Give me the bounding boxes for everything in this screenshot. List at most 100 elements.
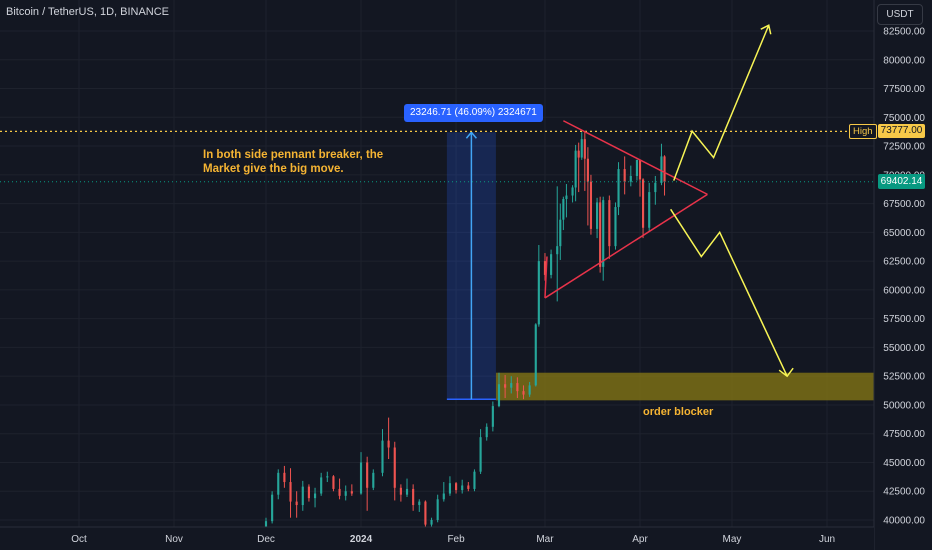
candle-body — [522, 391, 525, 395]
candle-body — [574, 150, 577, 188]
candle-body — [617, 169, 620, 208]
candle-body — [602, 200, 605, 267]
candle — [350, 484, 353, 496]
candle — [583, 131, 586, 191]
y-tick-label: 62500.00 — [883, 257, 925, 268]
y-tick-label: 82500.00 — [883, 27, 925, 38]
candle — [295, 491, 298, 518]
candle-body — [283, 472, 286, 483]
y-tick-label: 55000.00 — [883, 343, 925, 354]
candle-body — [393, 447, 396, 488]
time-axis-panel — [0, 527, 874, 550]
candle — [491, 401, 494, 432]
candle — [461, 479, 464, 494]
candle — [326, 471, 329, 483]
candle-body — [412, 488, 415, 506]
candlestick-series — [264, 131, 666, 537]
candle-body — [623, 169, 626, 182]
candle — [537, 245, 540, 327]
chart-grid — [0, 0, 874, 527]
candle — [454, 482, 458, 494]
bullish-projection-path — [673, 24, 770, 181]
candle — [528, 381, 531, 397]
candle — [436, 494, 439, 523]
candle — [565, 184, 568, 218]
candle-body — [510, 383, 513, 388]
candle-body — [399, 487, 402, 495]
y-tick-label: 77500.00 — [883, 84, 925, 95]
candle — [320, 472, 323, 496]
candle-body — [534, 324, 537, 386]
candle — [641, 178, 645, 239]
candle — [635, 159, 639, 181]
candle-body — [277, 472, 280, 495]
candle-body — [313, 493, 317, 499]
candle — [424, 500, 427, 527]
currency-button[interactable]: USDT — [877, 4, 923, 25]
candle-body — [648, 192, 651, 228]
candle — [479, 429, 482, 474]
candle-body — [359, 462, 363, 494]
candle-body — [424, 501, 427, 525]
candle — [467, 482, 470, 492]
candle-body — [473, 471, 476, 489]
candle — [412, 484, 415, 511]
measure-label: 23246.71 (46.09%) 2324671 — [404, 104, 543, 122]
pennant-note-line-1: In both side pennant breaker, the — [203, 149, 384, 161]
candle-body — [559, 219, 562, 247]
candle-body — [571, 187, 574, 196]
candle-body — [550, 254, 553, 275]
order-block-rect — [495, 372, 874, 401]
candle-body — [448, 483, 452, 494]
candle-body — [461, 485, 464, 491]
candle-body — [491, 406, 494, 427]
candle — [277, 469, 280, 500]
candle-body — [641, 179, 645, 228]
candle-body — [366, 462, 369, 488]
x-tick-label: May — [723, 534, 742, 545]
bearish-projection-path — [670, 208, 788, 377]
candle-body — [537, 261, 540, 325]
candle — [332, 475, 335, 492]
candle-body — [372, 472, 375, 488]
candle-body — [418, 501, 421, 506]
candle-body — [580, 139, 583, 158]
candle — [359, 452, 363, 495]
x-tick-label: Dec — [257, 534, 275, 545]
candle — [663, 155, 666, 196]
pennant-left-edge — [544, 256, 548, 298]
candle-body — [381, 440, 384, 473]
candle — [516, 377, 519, 399]
candle — [381, 429, 384, 477]
candle — [638, 159, 642, 197]
pennant-lower-line — [544, 193, 708, 299]
y-tick-label: 60000.00 — [883, 285, 925, 296]
candle — [504, 375, 507, 399]
y-tick-label: 80000.00 — [883, 55, 925, 66]
high-line-tag: High — [849, 124, 877, 139]
candle — [399, 484, 402, 502]
y-tick-label: 47500.00 — [883, 429, 925, 440]
bearish-arrow-head — [778, 367, 794, 378]
candle — [571, 185, 574, 203]
x-tick-label: Jun — [819, 534, 835, 545]
candle-body — [320, 477, 323, 494]
y-tick-label: 57500.00 — [883, 314, 925, 325]
price-range-measure — [446, 131, 496, 400]
candle — [534, 323, 537, 387]
candle-body — [326, 476, 329, 478]
bullish-arrow-head — [760, 24, 772, 35]
candle-body — [289, 482, 292, 502]
candle-body — [614, 207, 617, 247]
candle-body — [562, 198, 565, 220]
candle — [387, 417, 390, 460]
y-tick-label: 52500.00 — [883, 372, 925, 383]
candle-body — [516, 383, 519, 392]
candle — [473, 469, 476, 492]
y-tick-label: 72500.00 — [883, 142, 925, 153]
candle — [574, 144, 577, 202]
drawing-overlays — [0, 24, 874, 378]
candle — [497, 372, 501, 408]
candle — [608, 195, 611, 259]
